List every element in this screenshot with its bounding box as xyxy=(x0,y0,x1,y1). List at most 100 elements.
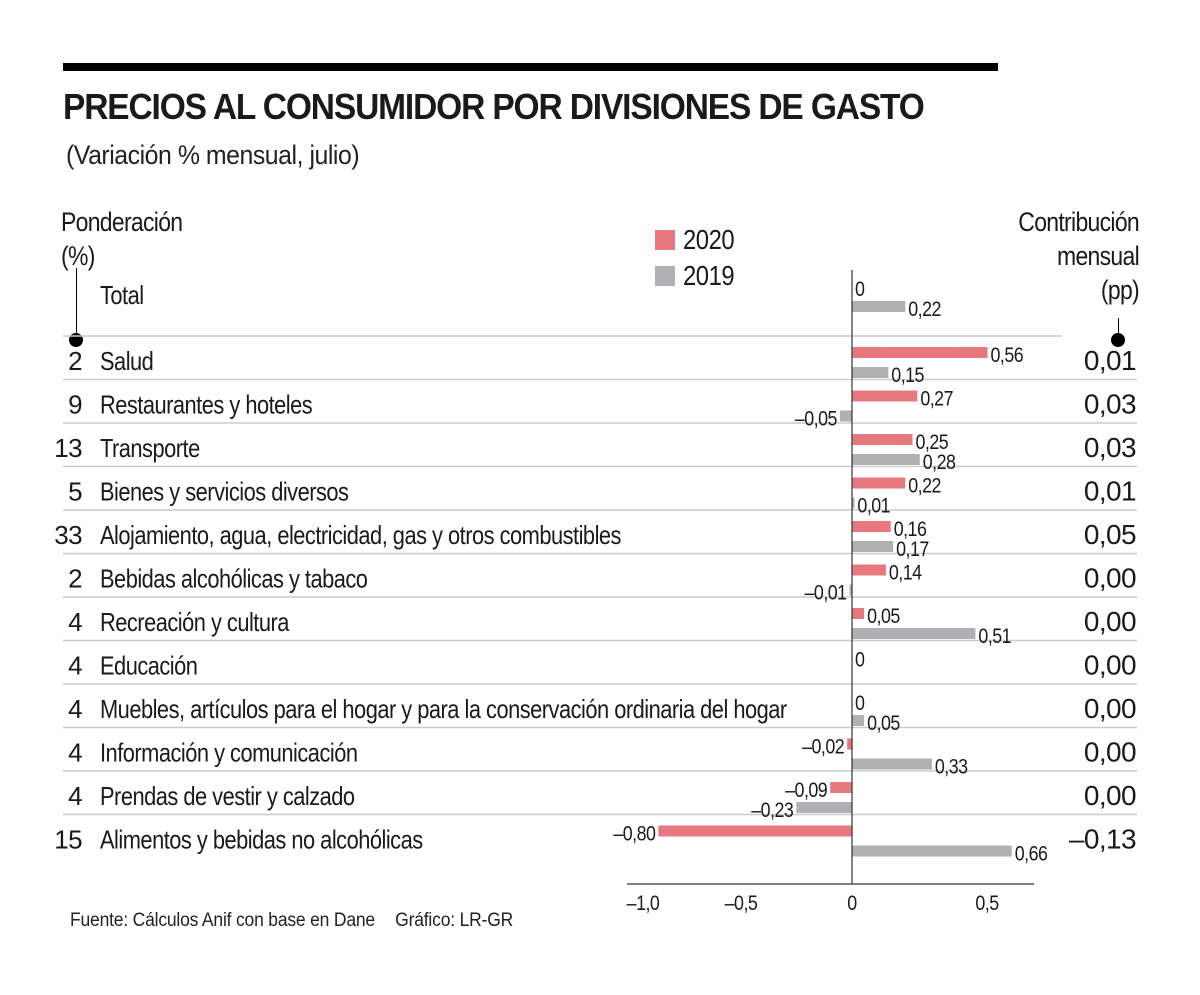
contribution-value: 0,01 xyxy=(1084,476,1136,507)
bar-2020 xyxy=(852,608,865,619)
data-label-2019: 0,15 xyxy=(891,364,924,388)
contribution-value: 0,03 xyxy=(1084,432,1136,463)
category-label: Bebidas alcohólicas y tabaco xyxy=(100,565,368,594)
contribution-value: 0,00 xyxy=(1084,780,1136,811)
bar-2019 xyxy=(849,584,852,596)
legend-item-2019: 2019 xyxy=(655,258,743,294)
data-label-2019: 0,22 xyxy=(908,298,941,322)
category-label: Recreación y cultura xyxy=(100,608,290,637)
bar-2019 xyxy=(852,845,1012,857)
category-label: Alojamiento, agua, electricidad, gas y o… xyxy=(100,521,621,550)
weight-value: 9 xyxy=(68,390,82,420)
legend-item-2020: 2020 xyxy=(655,222,743,258)
bar-2019 xyxy=(796,802,852,813)
data-label-2020: 0,22 xyxy=(908,474,941,498)
bar-2020 xyxy=(658,825,852,837)
bar-2020 xyxy=(852,477,906,489)
category-label: Alimentos y bebidas no alcohólicas xyxy=(100,826,423,855)
x-tick-label: 0 xyxy=(847,892,857,916)
legend-swatch-2020 xyxy=(655,230,675,250)
bar-2019 xyxy=(852,715,865,726)
bar-2019 xyxy=(852,367,889,378)
category-label: Muebles, artículos para el hogar y para … xyxy=(100,695,787,724)
data-label-2019: –0,05 xyxy=(795,407,838,431)
data-label-2019: 0,01 xyxy=(857,494,890,518)
chart-subtitle: (Variación % mensual, julio) xyxy=(66,140,360,170)
weight-value: 4 xyxy=(68,781,82,811)
contribution-value: 0,03 xyxy=(1084,389,1136,420)
data-label-2020: 0 xyxy=(855,278,865,302)
contribution-header-line2: mensual xyxy=(1057,241,1140,271)
data-label-2020: 0 xyxy=(855,692,865,716)
contribution-value: 0,00 xyxy=(1084,737,1136,768)
bar-2020 xyxy=(852,564,886,576)
data-label-2020: –0,80 xyxy=(613,822,656,846)
data-label-2019: –0,23 xyxy=(751,799,793,823)
weight-value: 2 xyxy=(68,564,82,594)
source-text: Fuente: Cálculos Anif con base en Dane xyxy=(70,910,375,931)
data-label-2019: 0,17 xyxy=(896,538,929,562)
data-label-2020: 0,27 xyxy=(920,387,953,411)
credit-text: Gráfico: LR-GR xyxy=(395,910,514,931)
category-label: Restaurantes y hoteles xyxy=(100,391,313,420)
weight-value: 13 xyxy=(54,433,82,463)
category-label: Bienes y servicios diversos xyxy=(100,478,349,507)
contribution-value: 0,05 xyxy=(1084,519,1136,550)
x-tick-label: –1,0 xyxy=(627,892,660,916)
weight-value: 2 xyxy=(68,346,82,376)
contribution-value: –0,13 xyxy=(1069,824,1136,855)
contribution-pointer-line xyxy=(1118,318,1119,334)
bar-2019 xyxy=(852,497,855,509)
bar-2020 xyxy=(852,521,891,532)
x-tick-label: –0,5 xyxy=(725,892,758,916)
data-label-2019: 0,51 xyxy=(978,625,1011,649)
data-label-2020: 0,14 xyxy=(889,561,922,585)
contribution-value: 0,00 xyxy=(1084,563,1136,594)
bar-2020 xyxy=(852,434,913,445)
bar-2020 xyxy=(852,347,988,358)
legend-label-2019: 2019 xyxy=(683,260,735,291)
data-label-2019: –0,01 xyxy=(805,581,847,605)
legend: 2020 2019 xyxy=(655,222,743,294)
contribution-header-line1: Contribución xyxy=(1018,207,1139,237)
data-label-2019: 0,66 xyxy=(1015,842,1048,866)
contribution-value: 0,01 xyxy=(1084,345,1136,376)
contribution-column-header: Contribución mensual (pp) xyxy=(1018,205,1139,307)
bar-2020 xyxy=(847,738,852,750)
bar-2019 xyxy=(852,454,920,465)
weight-value: 5 xyxy=(68,477,82,507)
legend-swatch-2019 xyxy=(655,266,675,286)
bar-2019 xyxy=(839,410,852,422)
bar-2019 xyxy=(852,301,906,312)
contribution-header-line3: (pp) xyxy=(1100,275,1140,305)
data-label-2020: –0,09 xyxy=(785,779,827,803)
contribution-value: 0,00 xyxy=(1084,650,1136,681)
x-tick-label: 0,5 xyxy=(975,892,999,916)
contribution-pointer-dot xyxy=(1111,333,1125,347)
contribution-value: 0,00 xyxy=(1084,693,1136,724)
data-label-2019: 0,28 xyxy=(923,451,956,475)
chart-title: PRECIOS AL CONSUMIDOR POR DIVISIONES DE … xyxy=(63,86,925,127)
weight-value: 4 xyxy=(68,651,82,681)
data-label-2020: 0,56 xyxy=(991,344,1024,368)
weight-value: 33 xyxy=(54,520,82,550)
bar-2019 xyxy=(852,758,932,770)
weight-value: 4 xyxy=(68,738,82,768)
data-label-2020: –0,02 xyxy=(802,735,844,759)
category-label: Total xyxy=(100,281,144,310)
data-label-2019: 0,05 xyxy=(867,712,900,736)
bar-2020 xyxy=(830,782,852,793)
data-label-2020: 0,05 xyxy=(867,605,900,629)
category-label: Transporte xyxy=(100,434,200,463)
weight-column-header: Ponderación (%) xyxy=(61,205,183,273)
weight-pointer-line xyxy=(76,268,77,334)
weight-value: 4 xyxy=(68,694,82,724)
category-label: Prendas de vestir y calzado xyxy=(100,782,355,811)
bar-2019 xyxy=(852,628,976,639)
weight-header-line1: Ponderación xyxy=(61,207,183,237)
data-label-2020: 0,25 xyxy=(916,431,949,455)
weight-value: 15 xyxy=(54,825,82,855)
data-label-2020: 0 xyxy=(855,648,865,672)
bar-2019 xyxy=(852,541,894,552)
